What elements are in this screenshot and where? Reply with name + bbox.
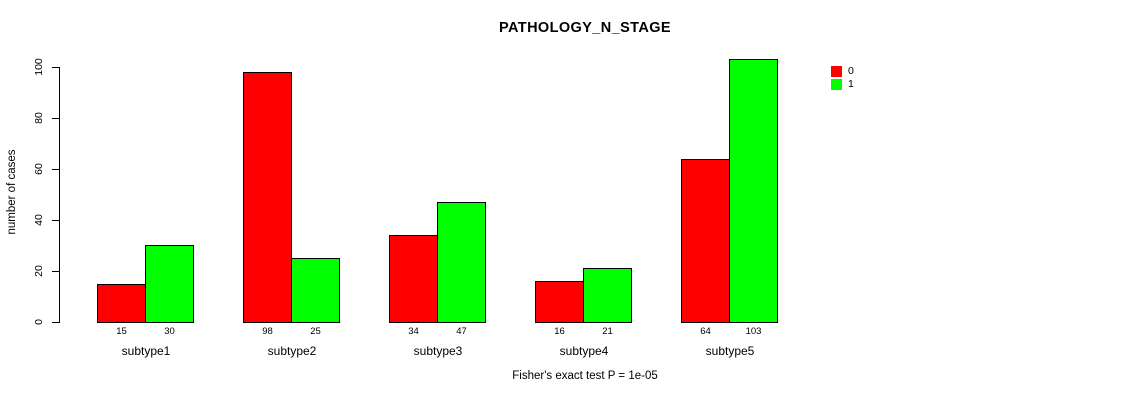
y-axis-tick-label: 0	[33, 319, 45, 325]
legend-item-1: 1	[831, 79, 854, 90]
y-axis-tick	[52, 322, 59, 323]
y-axis-tick	[52, 271, 59, 272]
y-axis-tick	[52, 118, 59, 119]
legend-item-0: 0	[831, 66, 854, 77]
legend-swatch-icon	[831, 66, 842, 77]
bar-value-label: 21	[602, 326, 613, 337]
legend-swatch-icon	[831, 79, 842, 90]
y-axis-tick-label: 20	[33, 265, 45, 277]
bar-value-label: 103	[745, 326, 762, 337]
bar-value-label: 47	[456, 326, 467, 337]
category-label-subtype5: subtype5	[705, 344, 755, 358]
chart-title: PATHOLOGY_N_STAGE	[499, 20, 671, 36]
y-axis-tick-label: 100	[33, 58, 45, 76]
bar-subtype3-0	[389, 235, 438, 323]
y-axis-line	[59, 67, 60, 323]
category-label-subtype3: subtype3	[413, 344, 463, 358]
bar-subtype2-0	[243, 72, 292, 323]
category-label-subtype2: subtype2	[267, 344, 317, 358]
legend-label: 1	[848, 78, 854, 90]
bar-subtype4-0	[535, 281, 584, 323]
y-axis-label: number of cases	[6, 149, 18, 235]
bar-value-label: 30	[164, 326, 175, 337]
category-label-subtype1: subtype1	[121, 344, 171, 358]
y-axis-tick-label: 60	[33, 163, 45, 175]
category-label-subtype4: subtype4	[559, 344, 609, 358]
bar-subtype3-1	[437, 202, 486, 323]
bar-subtype1-1	[145, 245, 194, 323]
bar-subtype4-1	[583, 268, 632, 323]
bar-subtype5-0	[681, 159, 730, 323]
bar-value-label: 15	[116, 326, 127, 337]
y-axis-tick-label: 80	[33, 112, 45, 124]
y-axis-tick	[52, 220, 59, 221]
bar-value-label: 64	[700, 326, 711, 337]
bar-value-label: 16	[554, 326, 565, 337]
legend-label: 0	[848, 65, 854, 77]
y-axis-tick-label: 40	[33, 214, 45, 226]
bar-subtype5-1	[729, 59, 778, 323]
y-axis-tick	[52, 169, 59, 170]
stat-test-caption: Fisher's exact test P = 1e-05	[512, 370, 658, 382]
bar-value-label: 34	[408, 326, 419, 337]
bar-subtype1-0	[97, 284, 146, 323]
y-axis-tick	[52, 67, 59, 68]
bar-value-label: 25	[310, 326, 321, 337]
bar-subtype2-1	[291, 258, 340, 323]
bar-value-label: 98	[262, 326, 273, 337]
